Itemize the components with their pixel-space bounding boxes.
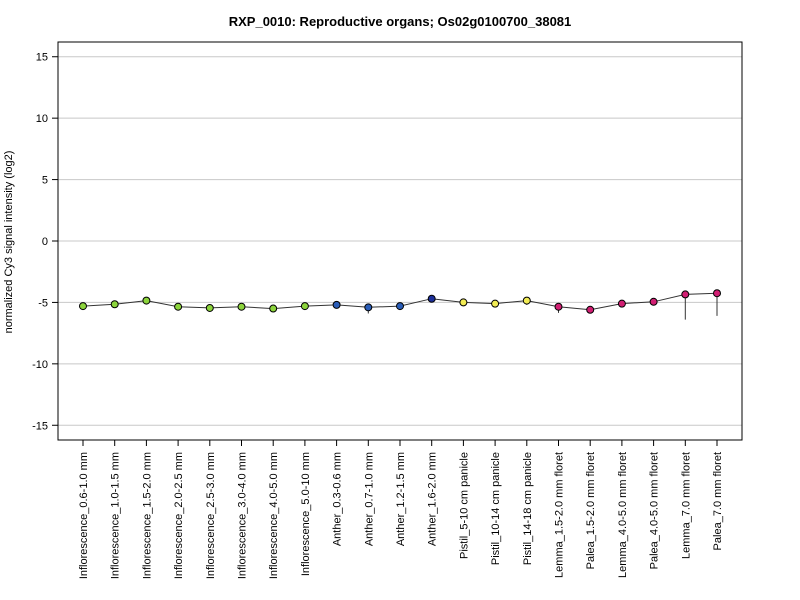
grid-layer [58,56,742,426]
y-tick-label: 0 [42,236,48,248]
x-tick-label: Inflorescence_5.0-10 mm [300,452,312,576]
data-point [174,302,183,311]
x-tick-label: Inflorescence_0.6-1.0 mm [78,452,90,579]
data-point [269,304,278,313]
data-point [364,303,373,312]
data-point [110,300,119,309]
x-tick-label: Pistil_14-18 cm panicle [522,452,534,565]
x-tick-label: Inflorescence_3.0-4.0 mm [237,452,249,579]
y-axis-label: normalized Cy3 signal intensity (log2) [3,151,15,334]
x-tick-label: Palea_1.5-2.0 mm floret [585,452,597,569]
x-tick-label: Inflorescence_2.5-3.0 mm [205,452,217,579]
data-point [396,302,404,311]
data-point [649,297,658,306]
data-point [237,302,246,311]
x-tick-label: Pistil_10-14 cm panicle [490,452,502,565]
x-tick-label: Lemma_7.0 mm floret [680,452,692,559]
data-point [713,289,721,298]
chart-title: RXP_0010: Reproductive organs; Os02g0100… [229,14,572,29]
data-point [491,299,500,308]
y-tick-label: 10 [36,113,48,125]
data-point [205,303,214,312]
x-tick-label: Lemma_1.5-2.0 mm floret [554,452,566,578]
x-tick-label: Inflorescence_1.0-1.5 mm [110,452,122,579]
data-point [522,296,531,305]
x-tick-label: Palea_4.0-5.0 mm floret [649,452,661,569]
data-point [617,299,626,308]
x-tick-label: Pistil_5-10 cm panicle [458,452,470,559]
series-layer [79,289,721,320]
y-tick-label: 5 [42,175,48,187]
data-point [300,302,309,311]
x-tick-label: Anther_1.2-1.5 mm [395,452,407,546]
x-axis: Inflorescence_0.6-1.0 mm Inflorescence_1.… [78,440,724,579]
data-point [459,298,468,307]
y-tick-label: -10 [32,359,48,371]
data-point [681,290,690,299]
x-tick-label: Anther_1.6-2.0 mm [427,452,439,546]
data-point [79,302,87,311]
data-point [586,305,595,314]
y-axis: -15 -10 -5 0 5 10 15 [32,52,58,432]
x-tick-label: Palea_7.0 mm floret [712,452,724,550]
data-point [427,294,436,303]
y-tick-label: -15 [32,420,48,432]
x-tick-label: Lemma_4.0-5.0 mm floret [617,452,629,578]
x-tick-label: Inflorescence_2.0-2.5 mm [173,452,185,579]
data-point [554,302,563,311]
x-tick-label: Anther_0.7-1.0 mm [363,452,375,546]
x-tick-label: Anther_0.3-0.6 mm [332,452,344,546]
data-point [142,296,151,305]
y-tick-label: -5 [38,297,48,309]
x-tick-label: Inflorescence_1.5-2.0 mm [141,452,153,579]
y-tick-label: 15 [36,52,48,64]
x-tick-label: Inflorescence_4.0-5.0 mm [268,452,280,579]
data-point [332,300,341,309]
